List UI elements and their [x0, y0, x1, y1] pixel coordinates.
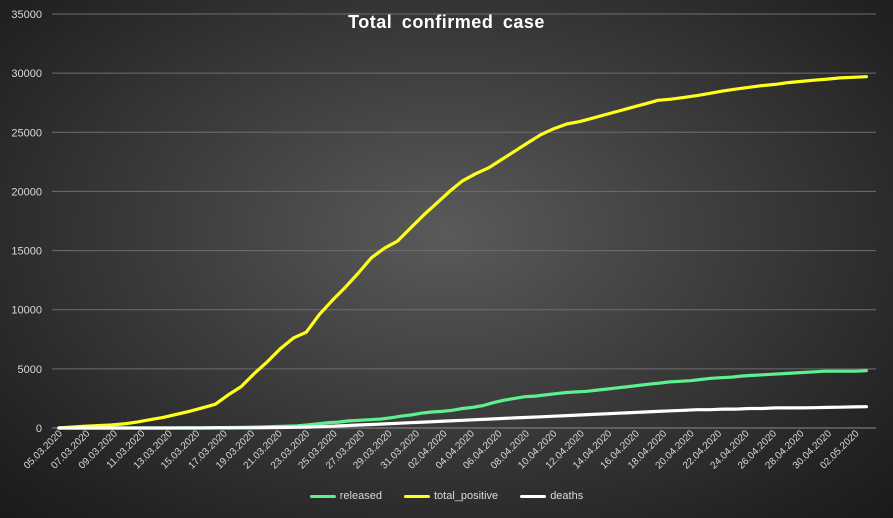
legend-swatch	[520, 494, 547, 498]
legend-label: total_positive	[433, 490, 499, 502]
series-line-total-positive	[57, 75, 869, 430]
legend-label: released	[339, 490, 382, 502]
chart-legend: released total_positive deaths	[0, 490, 893, 502]
y-tick-label: 35000	[11, 9, 42, 21]
legend-item-deaths: deaths	[520, 490, 583, 502]
legend-item-total-positive: total_positive	[403, 490, 499, 502]
legend-swatch	[403, 494, 430, 498]
series-line-deaths	[57, 405, 869, 430]
legend-label: deaths	[550, 490, 584, 502]
y-tick-label: 0	[36, 423, 42, 435]
y-tick-label: 30000	[11, 68, 42, 80]
y-tick-label: 10000	[11, 305, 42, 317]
y-tick-label: 20000	[11, 186, 42, 198]
y-tick-label: 5000	[18, 364, 42, 376]
chart-title: Total confirmed case	[348, 12, 545, 32]
legend-item-released: released	[309, 490, 382, 502]
y-tick-label: 15000	[11, 246, 42, 258]
legend-swatch	[309, 494, 336, 498]
y-tick-label: 25000	[11, 127, 42, 139]
